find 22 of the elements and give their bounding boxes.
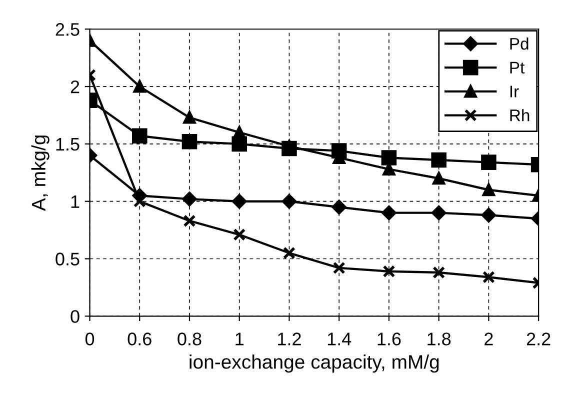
x-tick-label: 2 bbox=[484, 332, 493, 346]
legend-label: Ir bbox=[510, 86, 519, 98]
x-tick-label: 1.8 bbox=[428, 332, 451, 346]
x-tick-label: 2.2 bbox=[526, 332, 550, 346]
y-tick-label: 1 bbox=[71, 195, 80, 208]
y-tick-label: 1.5 bbox=[56, 138, 80, 151]
legend-label: Rh bbox=[510, 109, 530, 122]
x-axis-title: ion-exchange capacity, mM/g bbox=[190, 354, 439, 373]
x-tick-label: 1 bbox=[236, 332, 244, 346]
legend-label: Pt bbox=[510, 62, 525, 74]
y-axis-title: A, mkg/g bbox=[31, 136, 50, 211]
y-tick-label: 2.5 bbox=[56, 23, 80, 36]
legend-label: Pd bbox=[510, 37, 528, 50]
x-tick-label: 0 bbox=[85, 332, 94, 346]
x-tick-label: 0.8 bbox=[178, 332, 202, 346]
y-tick-label: 0 bbox=[70, 310, 80, 323]
x-tick-label: 1.4 bbox=[328, 332, 352, 346]
y-tick-label: 2 bbox=[70, 80, 80, 94]
x-tick-label: 0.6 bbox=[128, 332, 152, 346]
x-tick-label: 1.2 bbox=[278, 332, 301, 346]
x-tick-label: 1.6 bbox=[378, 332, 401, 346]
y-tick-label: 0.5 bbox=[56, 252, 80, 266]
